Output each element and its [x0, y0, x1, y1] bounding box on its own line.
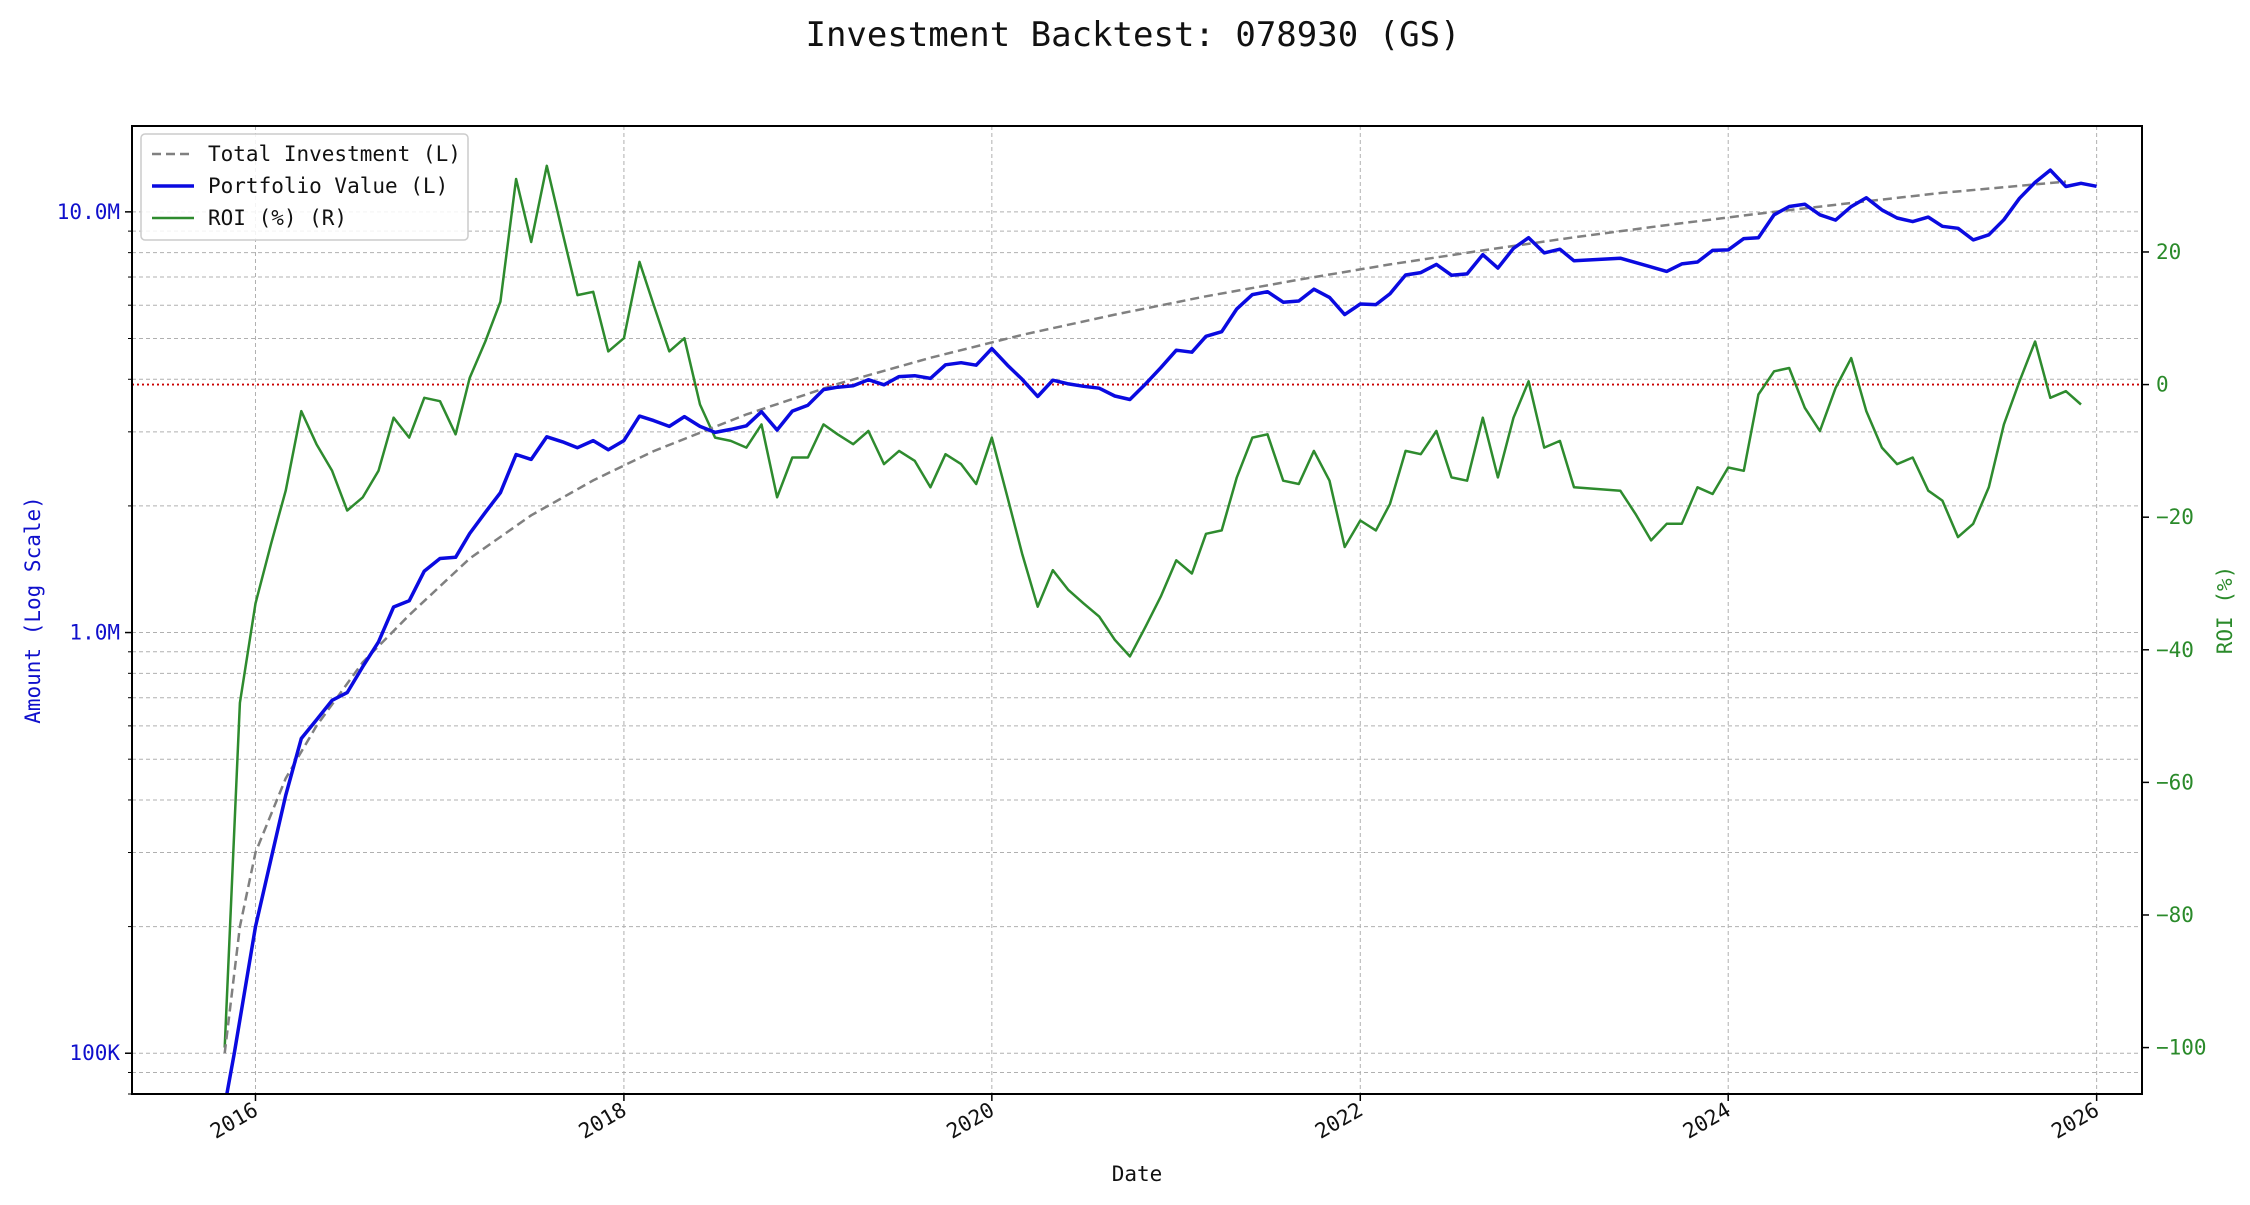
- y-right-tick-label: 20: [2156, 240, 2181, 264]
- grid: [132, 126, 2142, 1095]
- series-lines: [223, 164, 2097, 1094]
- y-right-tick-label: −60: [2156, 770, 2194, 794]
- y-right-tick-label: −40: [2156, 638, 2194, 662]
- x-axis-label: Date: [1112, 1162, 1163, 1186]
- y-axis-left-label: Amount (Log Scale): [21, 496, 45, 724]
- y-right-tick-label: −20: [2156, 505, 2194, 529]
- series-line-roi: [223, 164, 2082, 1048]
- legend: Total Investment (L) Portfolio Value (L)…: [140, 133, 469, 241]
- x-tick-label: 2018: [575, 1098, 631, 1144]
- legend-label-portfolio-value: Portfolio Value (L): [208, 174, 448, 198]
- plot-frame: [131, 125, 2143, 1095]
- y-axis-right-label: ROI (%): [2213, 566, 2237, 655]
- legend-label-total-investment: Total Investment (L): [208, 142, 461, 166]
- y-right-tick-label: −80: [2156, 903, 2194, 927]
- chart-title: Investment Backtest: 078930 (GS): [805, 15, 1460, 55]
- y-right-tick-label: 0: [2156, 373, 2169, 397]
- series-line-total-investment: [223, 180, 2067, 1054]
- series-line-portfolio-value: [225, 168, 2097, 1094]
- y-left-tick-label: 100K: [69, 1041, 120, 1065]
- x-tick-label: 2026: [2047, 1098, 2103, 1144]
- y-right-tick-label: −100: [2156, 1036, 2207, 1060]
- y-left-tick-label: 1.0M: [69, 621, 120, 645]
- x-tick-label: 2020: [943, 1098, 999, 1144]
- legend-label-roi: ROI (%) (R): [208, 206, 347, 230]
- y-left-tick-label: 10.0M: [57, 200, 120, 224]
- x-tick-label: 2022: [1311, 1098, 1367, 1144]
- x-tick-label: 2016: [206, 1098, 262, 1144]
- x-tick-label: 2024: [1679, 1098, 1735, 1144]
- legend-box: [140, 133, 469, 241]
- axis-ticks: 2016 2018 2020 2022 2024 2026 100K 1.0M 10.0M 20 0…: [57, 200, 2207, 1144]
